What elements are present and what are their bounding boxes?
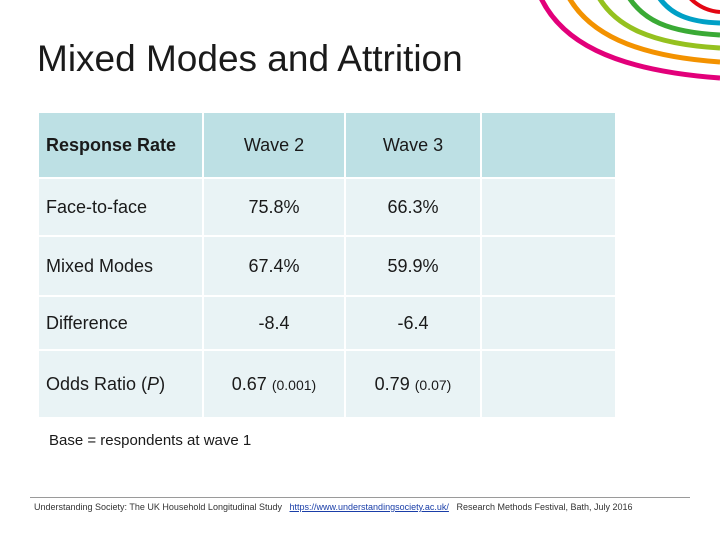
slide-title: Mixed Modes and Attrition: [37, 38, 463, 79]
table-row: Mixed Modes 67.4% 59.9%: [37, 235, 617, 297]
cell-wave2: 67.4%: [202, 235, 346, 297]
cell-wave3: 66.3%: [344, 177, 482, 237]
cell-wave3: 59.9%: [344, 235, 482, 297]
header-response-rate: Response Rate: [37, 111, 204, 179]
table-row: Difference -8.4 -6.4: [37, 295, 617, 351]
odds-ratio-text: Odds Ratio (: [46, 373, 148, 394]
footer-link[interactable]: https://www.understandingsociety.ac.uk/: [289, 502, 449, 512]
footer-study: Understanding Society: The UK Household …: [34, 502, 282, 512]
cell-empty: [480, 177, 617, 237]
row-label-odds-ratio: Odds Ratio (P): [37, 349, 204, 419]
odds-ratio-p: P: [147, 373, 160, 394]
cell-empty: [480, 235, 617, 297]
odds-value: 0.79: [374, 373, 410, 394]
footer-divider: [30, 497, 690, 498]
cell-wave2: 0.67 (0.001): [202, 349, 346, 419]
odds-ratio-close: ): [159, 373, 166, 394]
footer: Understanding Society: The UK Household …: [34, 502, 633, 512]
cell-wave3: 0.79 (0.07): [344, 349, 482, 419]
table-row: Odds Ratio (P) 0.67 (0.001) 0.79 (0.07): [37, 349, 617, 419]
cell-wave3: -6.4: [344, 295, 482, 351]
table-header-row: Response Rate Wave 2 Wave 3: [37, 111, 617, 179]
p-value: (0.07): [414, 376, 452, 393]
response-rate-table: Response Rate Wave 2 Wave 3 Face-to-face…: [37, 111, 617, 419]
header-wave-3: Wave 3: [344, 111, 482, 179]
cell-empty: [480, 295, 617, 351]
row-label: Mixed Modes: [37, 235, 204, 297]
cell-wave2: -8.4: [202, 295, 346, 351]
p-value: (0.001): [271, 376, 317, 393]
row-label: Difference: [37, 295, 204, 351]
base-note: Base = respondents at wave 1: [49, 432, 252, 449]
header-wave-2: Wave 2: [202, 111, 346, 179]
cell-wave2: 75.8%: [202, 177, 346, 237]
decorative-arcs: [539, 0, 720, 81]
footer-event: Research Methods Festival, Bath, July 20…: [456, 502, 633, 512]
table-row: Face-to-face 75.8% 66.3%: [37, 177, 617, 237]
cell-empty: [480, 349, 617, 419]
row-label: Face-to-face: [37, 177, 204, 237]
odds-value: 0.67: [231, 373, 267, 394]
header-empty: [480, 111, 617, 179]
